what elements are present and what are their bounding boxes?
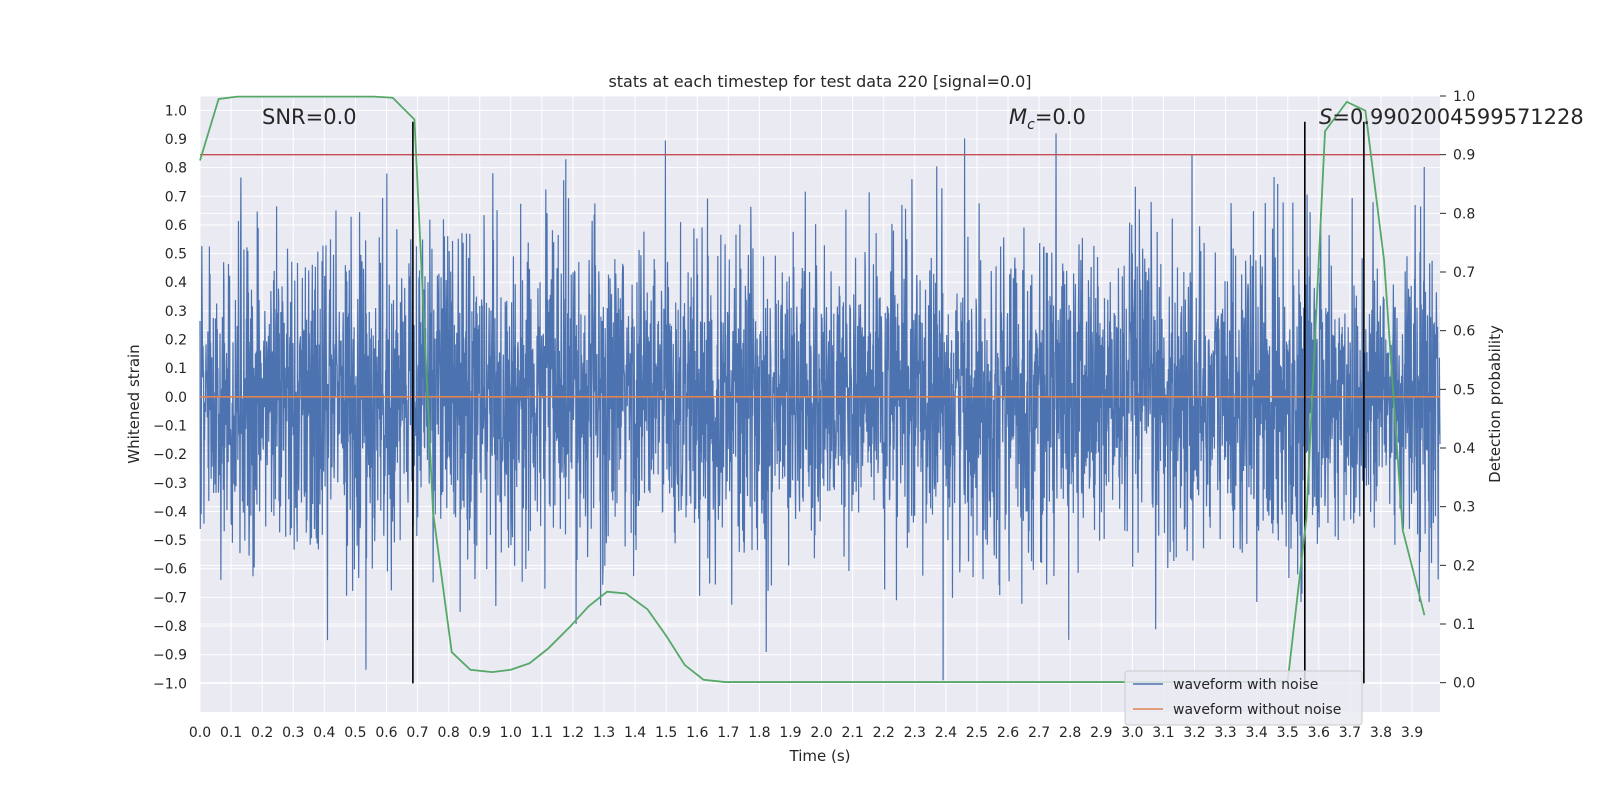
x-tick-label: 0.2 [251, 725, 273, 741]
y-tick-label: −0.9 [153, 648, 187, 664]
y-tick-label: 0.8 [165, 161, 187, 177]
legend-box [1124, 670, 1363, 726]
x-tick-label: 1.6 [686, 725, 708, 741]
x-tick-label: 2.6 [997, 725, 1019, 741]
vertical-lines [412, 121, 1365, 684]
x-tick-label: 1.7 [717, 725, 739, 741]
mc-value: =0.0 [1035, 105, 1086, 129]
legend: waveform with noise waveform without noi… [1124, 670, 1363, 726]
x-tick-label: 3.8 [1370, 725, 1392, 741]
y2-axis-ticks: 1.0 0.9 0.8 0.7 0.6 0.5 0.4 0.3 0.2 0.1 0.0 [1440, 89, 1475, 692]
y-tick-label: −0.6 [153, 562, 187, 578]
y2-tick-label: 0.8 [1453, 206, 1475, 222]
y2-tick-label: 0.7 [1453, 265, 1475, 281]
y2-tick-label: 0.4 [1453, 441, 1475, 457]
x-tick-label: 0.0 [189, 725, 211, 741]
y2-tick-label: 0.2 [1453, 558, 1475, 574]
x-tick-label: 1.4 [624, 725, 646, 741]
x-tick-label: 2.3 [904, 725, 926, 741]
x-tick-label: 2.5 [966, 725, 988, 741]
y-tick-label: −0.3 [153, 476, 187, 492]
x-tick-label: 3.2 [1183, 725, 1205, 741]
y-tick-label: −0.1 [153, 418, 187, 434]
x-tick-label: 0.9 [469, 725, 491, 741]
x-tick-label: 2.1 [841, 725, 863, 741]
series-waveform-with-noise [199, 133, 1441, 681]
y-tick-label: 0.6 [165, 218, 187, 234]
y-tick-label: −0.5 [153, 533, 187, 549]
x-tick-label: 2.8 [1059, 725, 1081, 741]
y-tick-label: 0.7 [165, 189, 187, 205]
y2-axis-label: Detection probability [1486, 325, 1504, 483]
x-tick-label: 2.0 [810, 725, 832, 741]
x-tick-label: 2.9 [1090, 725, 1112, 741]
x-tick-label: 1.0 [500, 725, 522, 741]
y-axis-ticks: 1.0 0.9 0.8 0.7 0.6 0.5 0.4 0.3 0.2 0.1 0.0 −0.1 −0.… [153, 103, 187, 692]
snr-annotation: SNR=0.0 [262, 105, 357, 129]
x-tick-label: 2.4 [935, 725, 957, 741]
x-tick-label: 1.1 [531, 725, 553, 741]
y2-tick-label: 0.6 [1453, 324, 1475, 340]
y-tick-label: −0.8 [153, 619, 187, 635]
x-tick-label: 1.3 [593, 725, 615, 741]
y-tick-label: 0.3 [165, 304, 187, 320]
s-annotation: S=0.9902004599571228 [1319, 105, 1584, 129]
x-tick-label: 3.4 [1246, 725, 1268, 741]
x-tick-label: 3.5 [1277, 725, 1299, 741]
y2-tick-label: 0.9 [1453, 148, 1475, 164]
y-tick-label: 0.9 [165, 132, 187, 148]
y-tick-label: −0.7 [153, 590, 187, 606]
mc-subscript: c [1027, 117, 1035, 133]
x-tick-label: 3.6 [1308, 725, 1330, 741]
x-axis-label: Time (s) [789, 747, 851, 765]
x-tick-label: 2.2 [873, 725, 895, 741]
y2-tick-label: 0.3 [1453, 500, 1475, 516]
y2-tick-label: 1.0 [1453, 89, 1475, 105]
x-tick-label: 1.9 [779, 725, 801, 741]
mc-annotation: Mc=0.0 [1009, 105, 1086, 133]
s-symbol: S [1319, 105, 1332, 129]
x-tick-label: 2.7 [1028, 725, 1050, 741]
x-tick-label: 3.0 [1121, 725, 1143, 741]
x-axis-ticks: 0.0 0.1 0.2 0.3 0.4 0.5 0.6 0.7 0.8 0.9 1.0 1.1 1.2 1… [189, 725, 1423, 741]
x-tick-label: 0.8 [437, 725, 459, 741]
y-tick-label: 0.5 [165, 247, 187, 263]
x-tick-label: 3.1 [1152, 725, 1174, 741]
y-tick-label: 0.1 [165, 361, 187, 377]
y-tick-label: 0.0 [165, 390, 187, 406]
x-tick-label: 1.2 [562, 725, 584, 741]
legend-label-clean: waveform without noise [1173, 702, 1341, 718]
y2-tick-label: 0.5 [1453, 382, 1475, 398]
chart-title: stats at each timestep for test data 220… [608, 72, 1031, 91]
y-tick-label: −0.4 [153, 504, 187, 520]
x-tick-label: 0.1 [220, 725, 242, 741]
y-axis-label: Whitened strain [125, 344, 143, 463]
x-tick-label: 0.4 [313, 725, 335, 741]
x-tick-label: 3.7 [1339, 725, 1361, 741]
x-tick-label: 1.5 [655, 725, 677, 741]
s-value: =0.9902004599571228 [1332, 105, 1583, 129]
x-tick-label: 0.3 [282, 725, 304, 741]
x-tick-label: 3.9 [1401, 725, 1423, 741]
y2-tick-label: 0.1 [1453, 617, 1475, 633]
x-tick-label: 1.8 [748, 725, 770, 741]
legend-label-noise: waveform with noise [1173, 677, 1318, 693]
mc-symbol: M [1009, 105, 1027, 129]
y-tick-label: 0.2 [165, 333, 187, 349]
y-tick-label: −0.2 [153, 447, 187, 463]
y-tick-label: 1.0 [165, 103, 187, 119]
y-tick-label: −1.0 [153, 676, 187, 692]
x-tick-label: 3.3 [1214, 725, 1236, 741]
y-tick-label: 0.4 [165, 275, 187, 291]
x-tick-label: 0.5 [344, 725, 366, 741]
x-tick-label: 0.7 [406, 725, 428, 741]
x-tick-label: 0.6 [375, 725, 397, 741]
y2-tick-label: 0.0 [1453, 676, 1475, 692]
